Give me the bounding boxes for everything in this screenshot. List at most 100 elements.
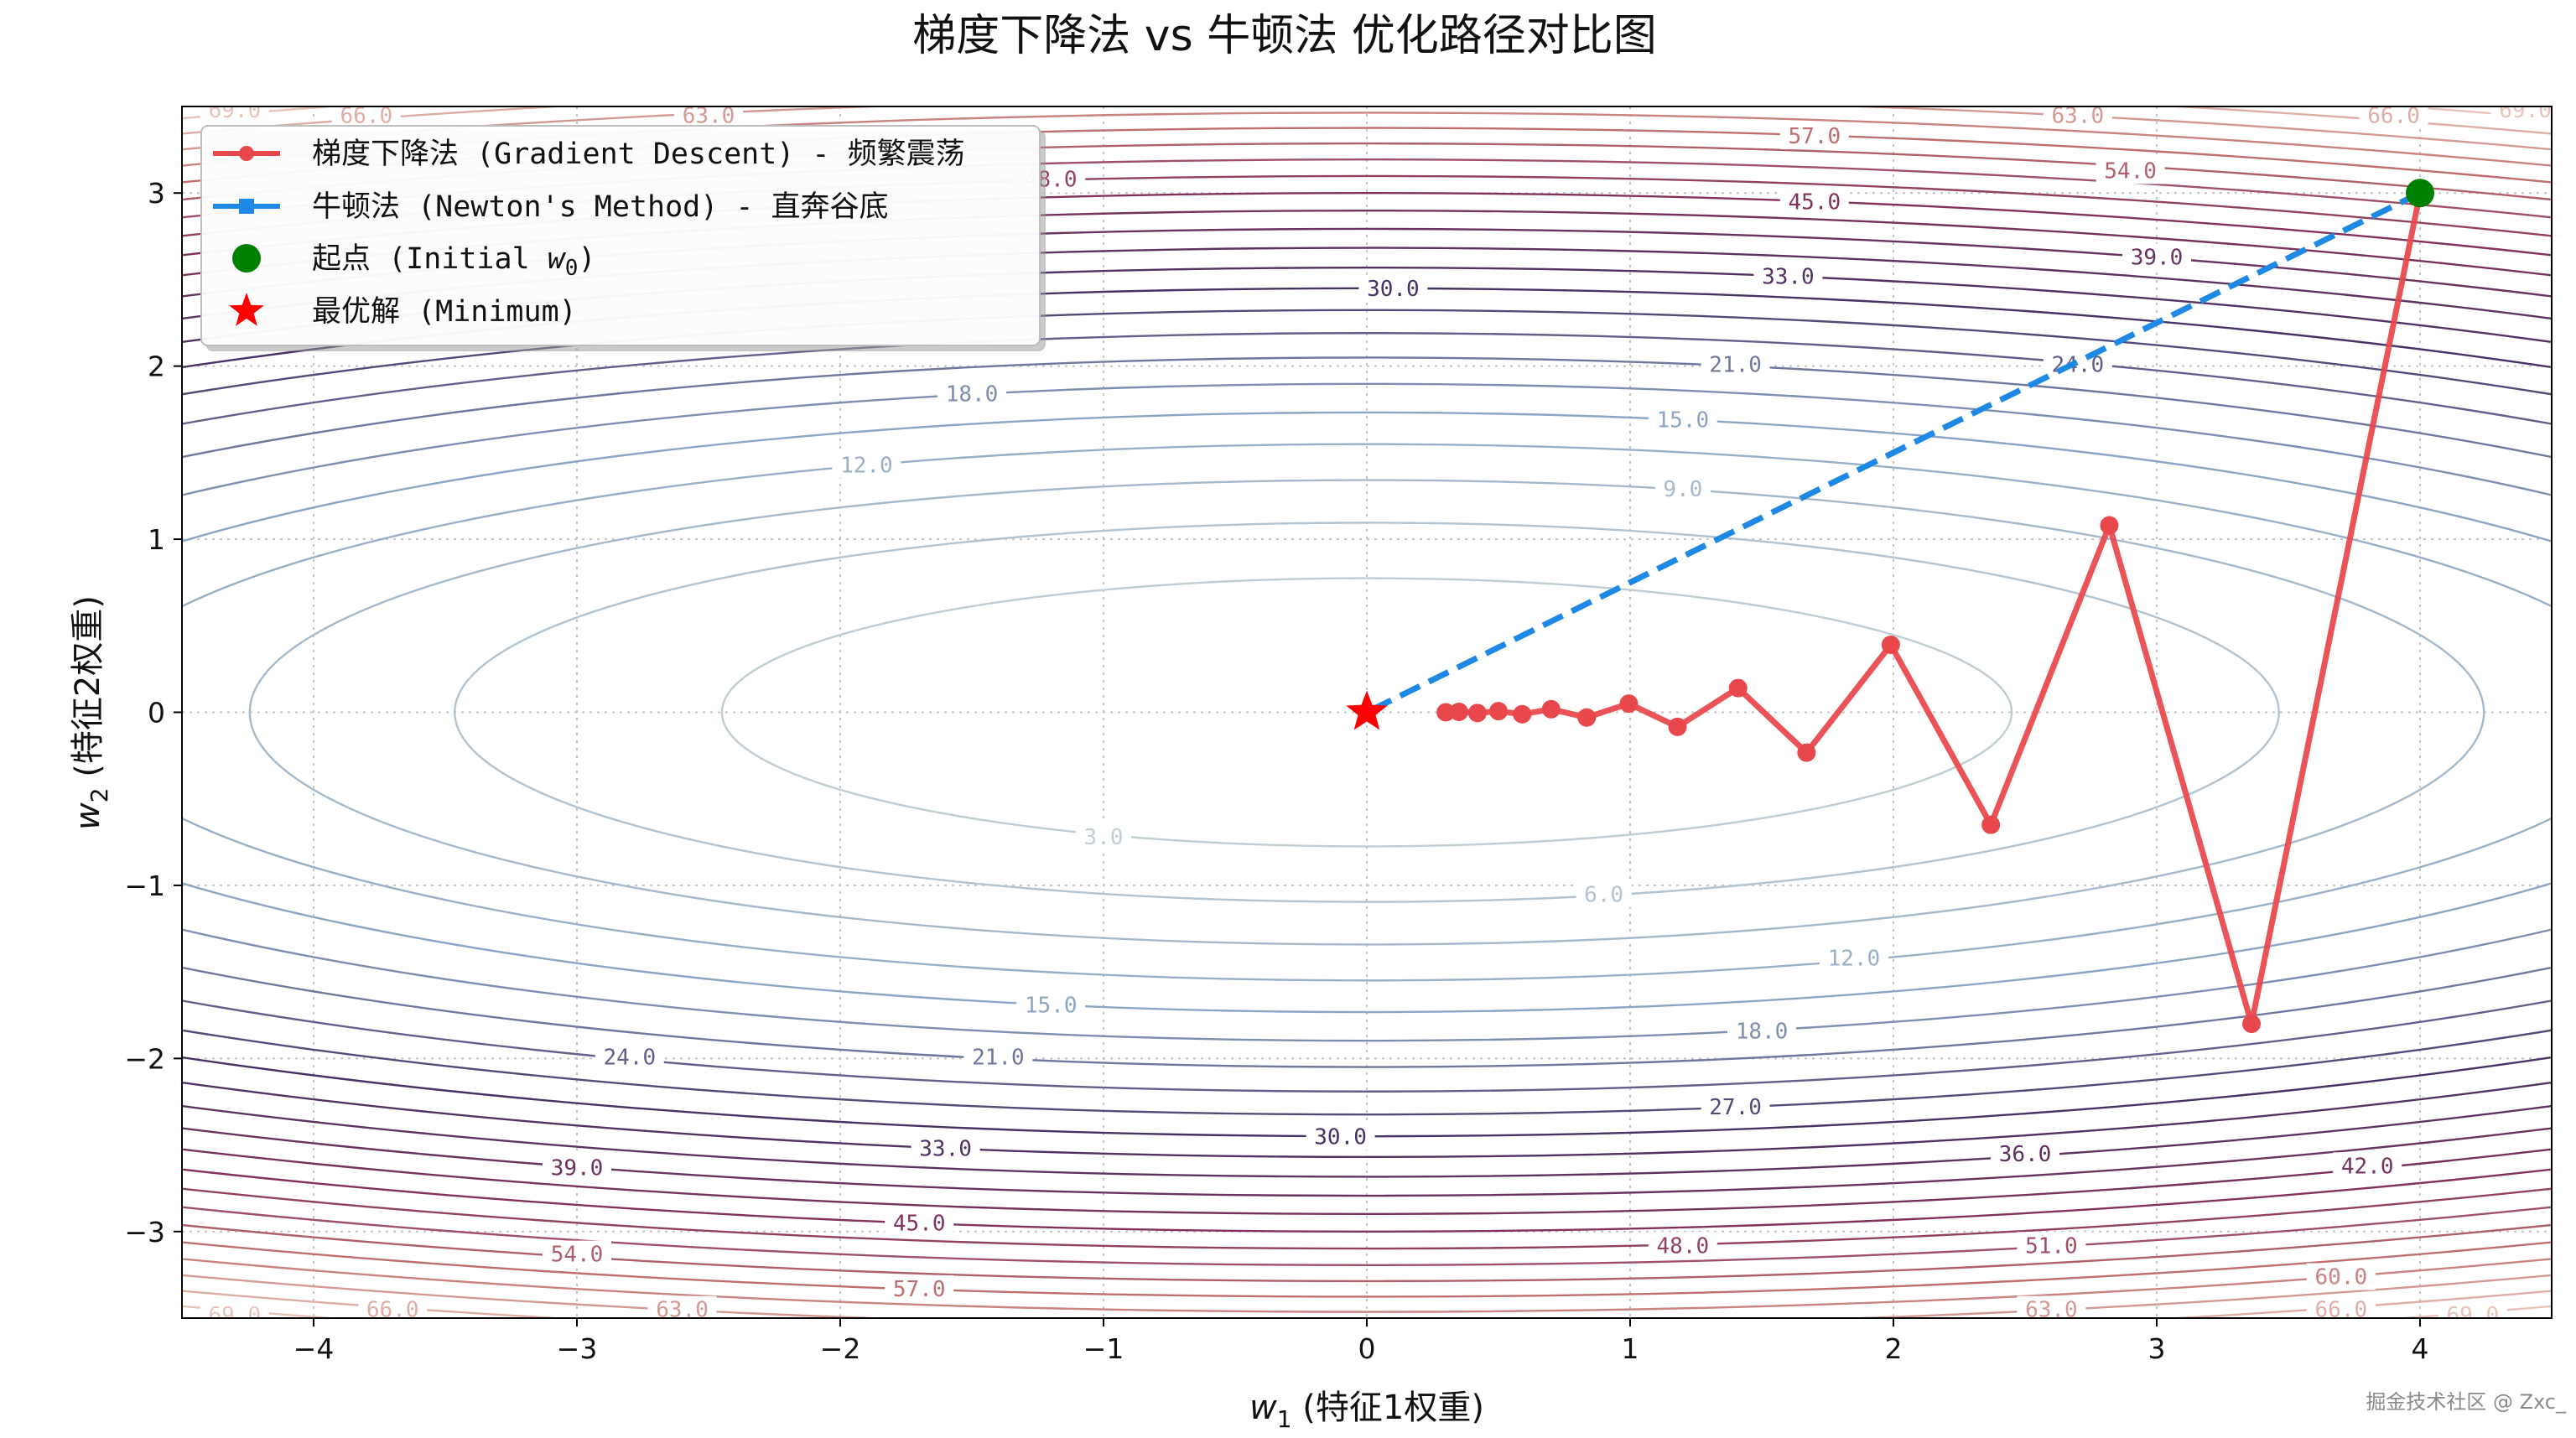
- y-tick-label-2: −1: [124, 870, 165, 902]
- contour-level-45: [182, 192, 2552, 1233]
- contour-label-bg-9: [1701, 350, 1770, 378]
- legend-start-marker: [232, 244, 261, 273]
- series-0-point-5: [1797, 743, 1816, 762]
- contour-level-21: [182, 356, 2552, 1068]
- contour-label-1: 6.0: [1584, 882, 1623, 907]
- contour-level-48: [182, 174, 2552, 1250]
- contour-label-bg-27: [2096, 157, 2165, 184]
- contour-level-60: [182, 112, 2552, 1313]
- special-points: [1346, 179, 2434, 730]
- legend-entry-newton: 牛顿法 (Newton's Method) - 直奔谷底: [213, 190, 889, 224]
- x-tick-label-8: 4: [2412, 1332, 2429, 1365]
- contour-level-6: [454, 522, 2280, 903]
- contour-label-36: 66.0: [340, 103, 392, 128]
- contour-label-20: 39.0: [551, 1155, 604, 1181]
- legend-start-label: 起点 (Initial w0): [312, 242, 596, 281]
- contour-label-32: 63.0: [683, 103, 735, 128]
- contour-label-31: 60.0: [2314, 1264, 2367, 1290]
- x-tick-label-0: −4: [293, 1332, 335, 1365]
- y-tick-label-1: −2: [124, 1042, 165, 1075]
- start-point-marker: [2406, 179, 2434, 208]
- contour-label-bg-36: [331, 106, 401, 129]
- series-0-point-12: [1489, 702, 1508, 721]
- contour-label-bg-42: [200, 1300, 269, 1318]
- contour-label-bg-28: [543, 1240, 611, 1268]
- contour-level-15: [182, 411, 2552, 1014]
- contour-label-5: 15.0: [1656, 408, 1709, 433]
- contour-level-39: [182, 227, 2552, 1197]
- series-0-point-7: [1668, 717, 1687, 736]
- x-tick-label-7: 3: [2148, 1332, 2166, 1365]
- legend-gd-label: 梯度下降法 (Gradient Descent) - 频繁震荡: [312, 138, 965, 171]
- contour-level-12: [182, 443, 2552, 982]
- series-0-point-9: [1577, 708, 1597, 727]
- contour-label-12: 24.0: [603, 1045, 656, 1070]
- legend-minimum-label: 最优解 (Minimum): [312, 295, 577, 329]
- contour-label-bg-17: [911, 1134, 980, 1162]
- contour-label-22: 45.0: [1788, 190, 1841, 215]
- contour-label-13: 27.0: [1709, 1095, 1762, 1120]
- contour-label-bg-13: [1701, 1093, 1770, 1121]
- contour-label-bg-6: [1016, 991, 1086, 1019]
- y-tick-label-3: 0: [148, 697, 165, 729]
- contour-label-43: 69.0: [2446, 1303, 2499, 1328]
- contour-label-30: 57.0: [893, 1277, 946, 1302]
- contour-label-bg-7: [937, 380, 1006, 408]
- contour-label-25: 48.0: [1656, 1233, 1709, 1259]
- contour-label-16: 33.0: [1762, 264, 1815, 289]
- series-line-1: [1365, 190, 2422, 715]
- series-0-point-10: [1541, 699, 1561, 719]
- contour-label-bg-3: [832, 451, 901, 479]
- legend-entry-gradient-descent: 梯度下降法 (Gradient Descent) - 频繁震荡: [213, 138, 965, 171]
- contour-label-bg-39: [2306, 1295, 2376, 1318]
- contour-level-51: [182, 158, 2552, 1266]
- contour-label-bg-12: [595, 1043, 664, 1071]
- contour-label-26: 51.0: [2025, 1233, 2078, 1259]
- contour-label-bg-29: [1779, 122, 1849, 150]
- contour-level-42: [182, 210, 2552, 1215]
- series-0-point-4: [1881, 635, 1900, 654]
- x-axis-label: w1 (特征1权重): [1249, 1389, 1484, 1433]
- contour-level-33: [182, 267, 2552, 1158]
- legend-newton-marker: [239, 199, 254, 214]
- series-line-0: [1446, 192, 2423, 1027]
- y-axis-ticks: −3 −2 −1 0 1 2 3: [124, 177, 182, 1249]
- contour-label-bg-1: [1576, 880, 1632, 908]
- contour-label-bg-15: [1306, 1123, 1375, 1150]
- contour-label-bg-26: [2017, 1232, 2086, 1259]
- contour-label-bg-40: [200, 106, 269, 124]
- contour-label-bg-35: [2017, 1295, 2086, 1318]
- contour-label-bg-5: [1648, 406, 1717, 433]
- contour-label-bg-25: [1648, 1232, 1717, 1259]
- legend-minimum-marker: [229, 293, 264, 326]
- contour-level-54: [182, 143, 2552, 1282]
- contour-label-9: 21.0: [1709, 353, 1762, 378]
- series-0-point-11: [1513, 704, 1532, 724]
- contour-label-41: 69.0: [2499, 98, 2552, 123]
- contour-label-bg-10: [963, 1043, 1033, 1071]
- contour-label-19: 39.0: [2131, 246, 2184, 271]
- x-tick-label-3: −1: [1083, 1332, 1124, 1365]
- contour-lines: [182, 106, 2552, 1318]
- x-tick-label-6: 2: [1885, 1332, 1903, 1365]
- contour-label-4: 12.0: [1828, 947, 1881, 972]
- contour-label-bg-38: [358, 1295, 428, 1318]
- contour-label-42: 69.0: [208, 1303, 261, 1328]
- series-0-point-15: [1436, 703, 1456, 722]
- contour-label-bg-19: [2122, 243, 2191, 271]
- series-0-point-14: [1449, 703, 1468, 722]
- y-tick-label-6: 3: [148, 177, 165, 210]
- contour-label-14: 30.0: [1367, 277, 1420, 302]
- y-tick-label-0: −3: [124, 1216, 165, 1249]
- contour-label-bg-20: [543, 1154, 611, 1181]
- contour-level-9: [248, 479, 2485, 946]
- contour-label-23: 45.0: [893, 1211, 946, 1236]
- contour-label-3: 12.0: [840, 453, 893, 478]
- contour-label-bg-22: [1779, 188, 1849, 215]
- contour-label-bg-18: [1991, 1139, 2059, 1167]
- contour-label-bg-37: [2359, 106, 2428, 129]
- x-tick-label-2: −2: [820, 1332, 861, 1365]
- contour-label-0: 3.0: [1084, 825, 1124, 850]
- contour-label-bg-41: [2490, 106, 2552, 124]
